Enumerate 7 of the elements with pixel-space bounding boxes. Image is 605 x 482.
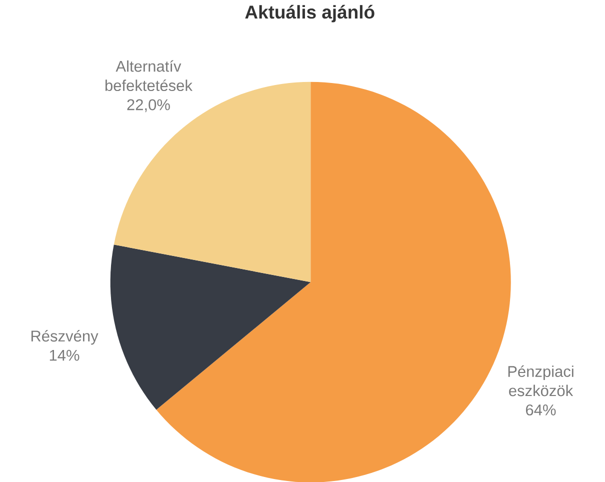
- chart-title: Aktuális ajánló: [245, 4, 374, 22]
- data-label: 22,0%: [127, 99, 170, 112]
- slice-label: Pénzpiaci eszközök: [508, 365, 574, 396]
- slice-label: Alternatív befektetések: [105, 60, 192, 91]
- data-label: 14%: [50, 350, 80, 361]
- slice-label: Részvény: [31, 330, 98, 344]
- data-label: 64%: [526, 404, 556, 416]
